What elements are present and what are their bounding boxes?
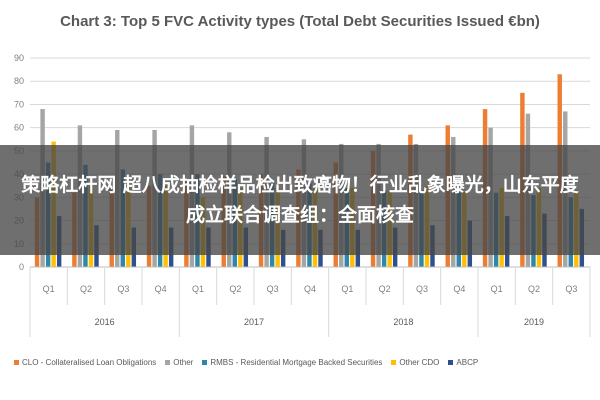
- y-tick-label: 80: [14, 76, 24, 86]
- legend-swatch: [202, 359, 208, 365]
- x-tick-label: Q2: [80, 284, 92, 294]
- legend-swatch: [165, 359, 171, 365]
- legend: CLO - Collateralised Loan Obligations Oth…: [14, 354, 594, 370]
- x-tick-label: Q4: [304, 284, 316, 294]
- headline-overlay: 策略杠杆网 超八成抽检样品检出致癌物！行业乱象曝光，山东平度成立联合调查组：全面…: [0, 145, 600, 255]
- y-tick-label: 60: [14, 123, 24, 133]
- y-tick-label: 70: [14, 99, 24, 109]
- legend-label: ABCP: [456, 357, 479, 367]
- x-tick-label: Q2: [229, 284, 241, 294]
- x-tick-label: Q4: [453, 284, 465, 294]
- legend-swatch: [448, 359, 454, 365]
- legend-label: Other CDO: [399, 357, 440, 367]
- x-tick-label: Q1: [491, 284, 503, 294]
- year-label: 2017: [244, 317, 264, 327]
- legend-label: CLO - Collateralised Loan Obligations: [22, 357, 157, 367]
- year-label: 2018: [393, 317, 413, 327]
- x-tick-label: Q1: [43, 284, 55, 294]
- legend-item: Other: [165, 358, 193, 367]
- legend-item: ABCP: [448, 358, 478, 367]
- y-tick-label: 90: [14, 53, 24, 63]
- x-tick-label: Q1: [192, 284, 204, 294]
- legend-swatch: [391, 359, 397, 365]
- x-tick-label: Q1: [341, 284, 353, 294]
- y-tick-label: 0: [19, 262, 24, 272]
- x-tick-label: Q4: [155, 284, 167, 294]
- year-label: 2019: [524, 317, 544, 327]
- x-tick-label: Q3: [267, 284, 279, 294]
- legend-item: Other CDO: [391, 358, 439, 367]
- x-tick-label: Q2: [528, 284, 540, 294]
- x-tick-label: Q2: [379, 284, 391, 294]
- year-label: 2016: [95, 317, 115, 327]
- x-tick-label: Q3: [117, 284, 129, 294]
- headline-text: 策略杠杆网 超八成抽检样品检出致癌物！行业乱象曝光，山东平度成立联合调查组：全面…: [21, 174, 579, 226]
- legend-label: RMBS - Residential Mortgage Backed Secur…: [210, 357, 383, 367]
- legend-item: CLO - Collateralised Loan Obligations: [14, 358, 156, 367]
- legend-swatch: [14, 359, 19, 365]
- legend-item: RMBS - Residential Mortgage Backed Secur…: [202, 358, 382, 367]
- x-tick-label: Q3: [565, 284, 577, 294]
- legend-label: Other: [173, 357, 194, 367]
- chart-title: Chart 3: Top 5 FVC Activity types (Total…: [60, 13, 540, 30]
- x-tick-label: Q3: [416, 284, 428, 294]
